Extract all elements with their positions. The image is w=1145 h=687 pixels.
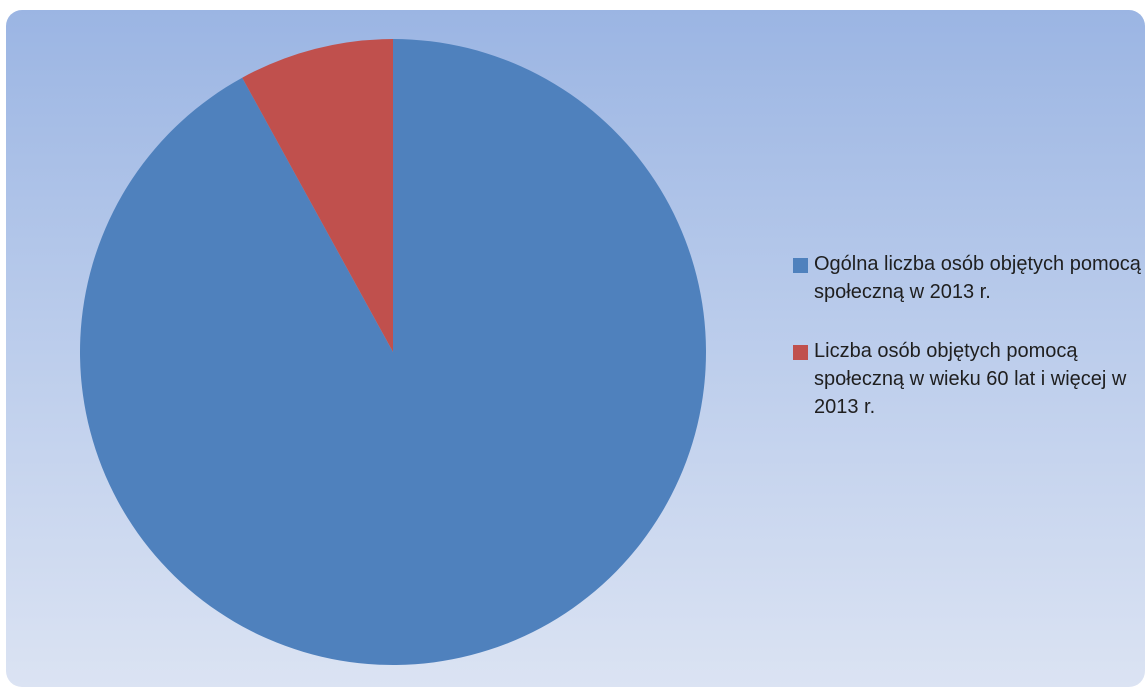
- chart-area: Ogólna liczba osób objętych pomocą społe…: [6, 10, 1145, 687]
- legend-swatch-total: [793, 258, 808, 273]
- legend-swatch-60plus: [793, 345, 808, 360]
- legend-label-60plus: Liczba osób objętych pomocą społeczną w …: [814, 340, 1127, 418]
- pie-chart: [80, 39, 707, 665]
- legend-label-total: Ogólna liczba osób objętych pomocą społe…: [814, 253, 1141, 303]
- legend-item-60plus: Liczba osób objętych pomocą społeczną w …: [793, 337, 1143, 421]
- legend-item-total: Ogólna liczba osób objętych pomocą społe…: [793, 250, 1143, 306]
- legend: Ogólna liczba osób objętych pomocą społe…: [793, 250, 1143, 452]
- pie-slice-1: [242, 39, 393, 352]
